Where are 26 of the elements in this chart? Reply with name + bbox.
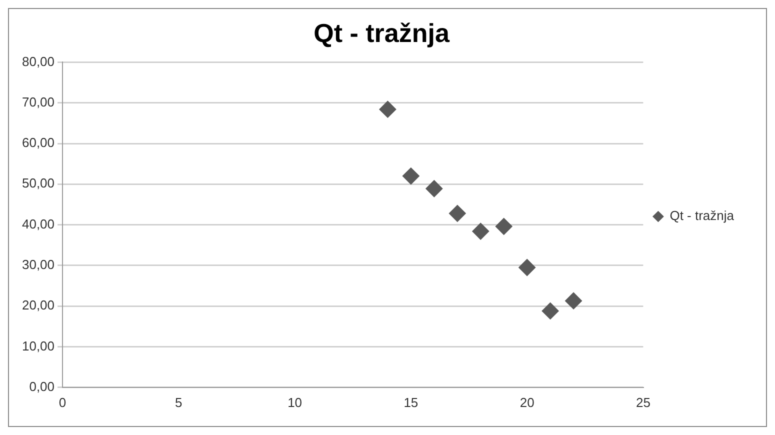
x-tick-label: 5 [175, 394, 182, 410]
x-tick-label: 20 [520, 394, 534, 410]
y-tick-label: 30,00 [22, 257, 55, 272]
point [495, 218, 512, 235]
y-tick-label: 50,00 [22, 176, 55, 191]
x-tick-label: 15 [404, 394, 418, 410]
point [472, 222, 490, 240]
chart-title: Qt - tražnja [314, 18, 450, 48]
point [565, 292, 582, 310]
y-tick-label: 10,00 [22, 338, 55, 354]
y-tick-label: 60,00 [22, 135, 55, 150]
x-tick-label: 25 [636, 394, 650, 410]
x-tick-label: 10 [288, 394, 302, 410]
point [426, 180, 443, 198]
point [379, 100, 396, 118]
legend-label: Qt - tražnja [670, 208, 735, 224]
y-tick-label: 70,00 [22, 94, 55, 110]
point [448, 204, 466, 222]
y-tick-label: 20,00 [22, 298, 55, 313]
point [518, 258, 536, 276]
point [402, 168, 420, 185]
point [542, 302, 559, 320]
x-tick-label: 0 [58, 394, 66, 410]
y-tick-label: 40,00 [22, 216, 55, 232]
y-tick-label: 0,00 [29, 378, 55, 394]
y-tick-label: 80,00 [22, 54, 55, 69]
